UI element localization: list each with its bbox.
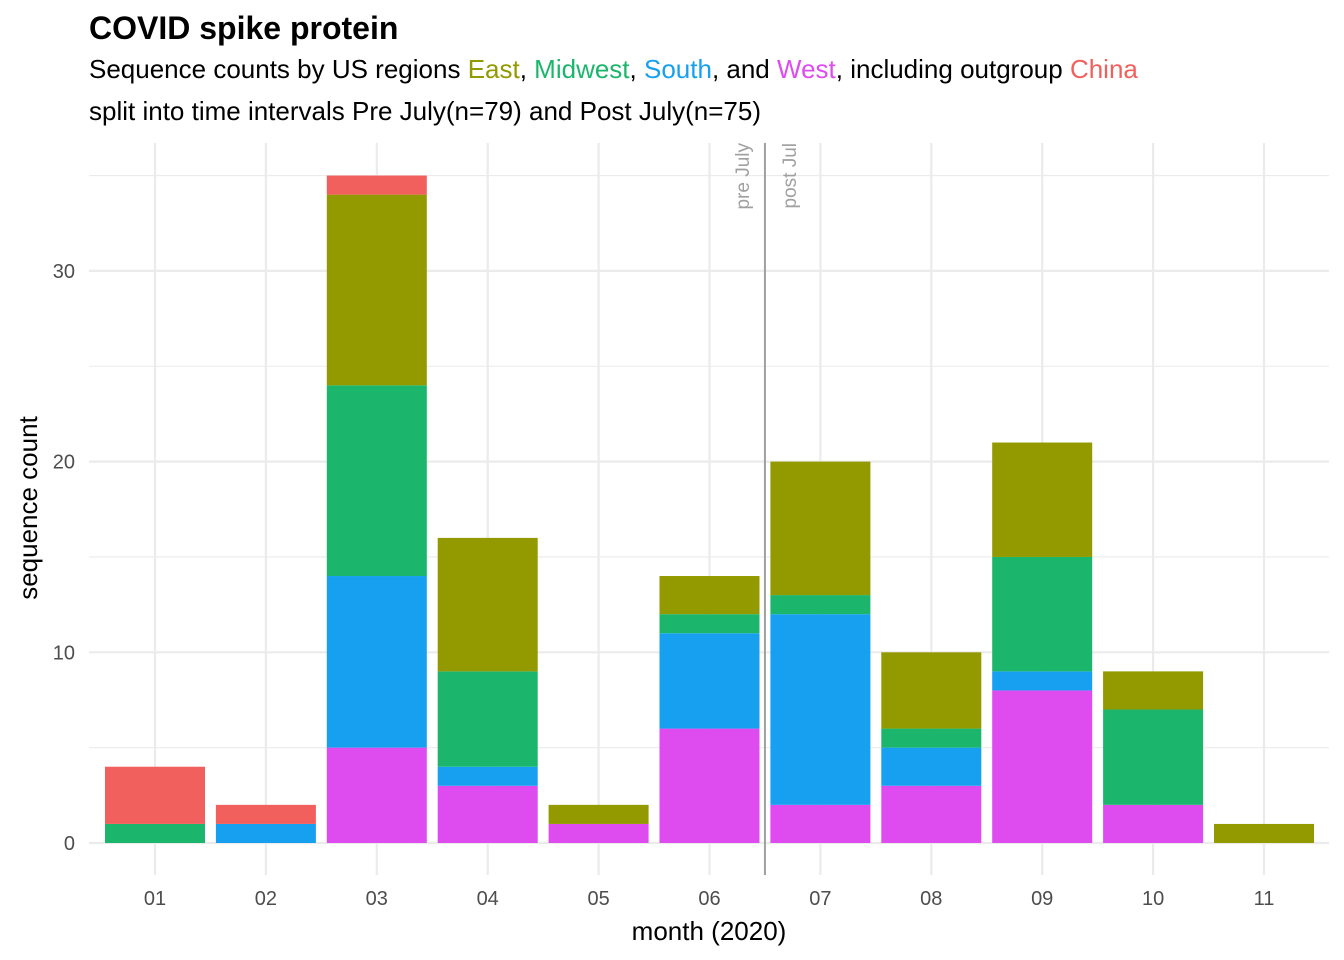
bar-midwest-04: [437, 671, 538, 767]
bar-east-09: [992, 442, 1093, 557]
y-tick-label: 20: [53, 452, 75, 474]
x-tick-label: 07: [809, 888, 831, 910]
bar-east-11: [1214, 823, 1314, 843]
y-tick-label: 10: [53, 642, 75, 664]
bar-china-03: [326, 175, 427, 195]
subtitle-segment: ,: [629, 54, 644, 84]
bar-south-09: [992, 671, 1093, 691]
chart-subtitle-line1: Sequence counts by US regions East, Midw…: [89, 54, 1138, 85]
x-tick-label: 03: [366, 888, 388, 910]
bar-east-05: [548, 804, 649, 824]
chart-subtitle-line2: split into time intervals Pre July(n=79)…: [89, 96, 761, 126]
bar-west-05: [548, 823, 649, 843]
subtitle-segment: East: [467, 54, 520, 84]
x-tick-label: 11: [1254, 888, 1275, 910]
bar-west-04: [437, 785, 538, 843]
bar-east-10: [1103, 671, 1204, 710]
post-july-label: post Jul: [780, 143, 801, 208]
subtitle-segment: Midwest: [534, 54, 630, 84]
subtitle-segment: ,: [519, 54, 535, 84]
bar-china-01: [105, 766, 205, 824]
x-tick-label: 08: [920, 888, 942, 910]
bar-east-08: [881, 652, 982, 729]
y-tick-label: 30: [53, 261, 75, 283]
bar-west-10: [1103, 804, 1204, 843]
bar-south-04: [437, 766, 538, 786]
bar-west-08: [881, 785, 982, 843]
subtitle-segment: Sequence counts by US regions: [89, 54, 468, 84]
bar-midwest-03: [326, 385, 427, 577]
bar-south-08: [881, 747, 982, 786]
bar-east-04: [437, 537, 538, 672]
bar-midwest-01: [105, 823, 205, 843]
bar-west-07: [770, 804, 871, 843]
x-tick-label: 02: [255, 888, 277, 910]
bars: [105, 175, 1314, 843]
x-axis-ticks: 01 02 03 04 05 06 07 08 09 10 11: [144, 888, 1275, 910]
bar-south-06: [659, 633, 760, 729]
x-tick-label: 04: [477, 888, 499, 910]
bar-west-06: [659, 728, 760, 843]
y-axis-ticks: 0 10 20 30: [53, 261, 75, 855]
bar-midwest-08: [881, 728, 982, 748]
bar-south-03: [326, 576, 427, 748]
y-axis-title: sequence count: [13, 415, 43, 599]
bar-south-07: [770, 614, 871, 805]
time-divider: pre July post Jul: [733, 143, 801, 875]
bar-east-06: [659, 576, 760, 615]
subtitle-segment: South: [643, 54, 712, 84]
bar-midwest-09: [992, 556, 1093, 672]
bar-south-02: [215, 823, 316, 843]
bar-east-07: [770, 461, 871, 596]
x-tick-label: 10: [1142, 888, 1164, 910]
bar-midwest-06: [659, 614, 760, 634]
bar-west-09: [992, 690, 1093, 843]
x-axis-title: month (2020): [632, 916, 787, 946]
bar-china-02: [215, 804, 316, 824]
bar-east-03: [326, 194, 427, 386]
subtitle-segment: West: [777, 54, 836, 84]
bar-midwest-10: [1103, 709, 1204, 805]
bar-west-03: [326, 747, 427, 843]
x-tick-label: 09: [1031, 888, 1053, 910]
pre-july-label: pre July: [733, 143, 754, 210]
chart-title: COVID spike protein: [89, 10, 399, 46]
x-tick-label: 05: [587, 888, 609, 910]
subtitle-segment: China: [1069, 54, 1138, 84]
subtitle-segment: , and: [711, 54, 777, 84]
bar-midwest-07: [770, 595, 871, 615]
y-tick-label: 0: [64, 833, 75, 855]
subtitle-segment: , including outgroup: [835, 54, 1070, 84]
x-tick-label: 06: [698, 888, 720, 910]
x-tick-label: 01: [144, 888, 166, 910]
